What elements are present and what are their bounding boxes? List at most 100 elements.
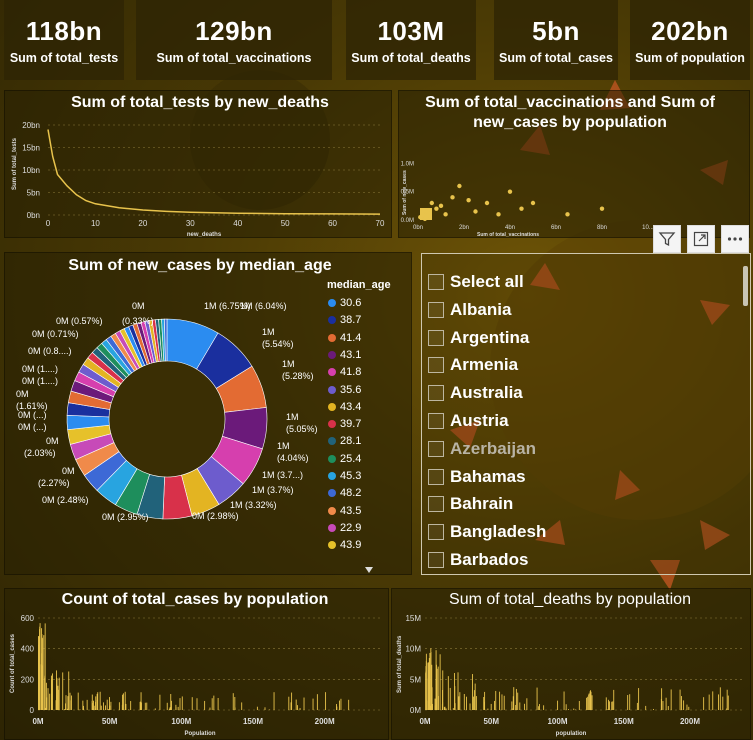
legend-item[interactable]: 43.5 <box>328 505 361 517</box>
bar <box>589 691 591 710</box>
slicer-item[interactable]: Australia <box>428 381 523 405</box>
legend-item[interactable]: 48.2 <box>328 487 361 499</box>
bar <box>629 694 631 710</box>
legend-item[interactable]: 43.9 <box>328 539 361 551</box>
legend-item[interactable]: 43.4 <box>328 401 361 413</box>
bar <box>49 693 51 710</box>
x-tick-label: 2bn <box>459 225 469 231</box>
line-chart-svg: Sum of total_tests 20bn 15bn 10bn 5bn 0bn 0 1… <box>12 121 385 238</box>
legend-item[interactable]: 45.3 <box>328 470 361 482</box>
checkbox[interactable] <box>428 385 444 402</box>
legend-item[interactable]: 41.8 <box>328 366 361 378</box>
slicer-item[interactable]: Austria <box>428 409 509 433</box>
y-tick-label: 0.0M <box>401 218 414 224</box>
x-tick-label: 4bn <box>505 225 515 231</box>
checkbox[interactable] <box>428 357 444 374</box>
legend-item[interactable]: 38.7 <box>328 314 361 326</box>
bar <box>457 672 459 710</box>
bar <box>66 708 68 710</box>
bar <box>539 704 540 710</box>
checkbox[interactable] <box>428 413 444 429</box>
vacc-cases-by-pop-chart[interactable] <box>398 90 750 238</box>
kpi-total-cases[interactable]: 5bn Sum of total_cases <box>494 0 618 80</box>
more-options-button[interactable] <box>721 225 749 253</box>
donut-data-label: 0M (2.48%) <box>42 495 89 505</box>
legend-item[interactable]: 25.4 <box>328 453 361 465</box>
kpi-population[interactable]: 202bn Sum of population <box>630 0 750 80</box>
legend-more-icon[interactable] <box>364 566 374 574</box>
bar <box>79 709 81 710</box>
slicer-item[interactable]: Bangladesh <box>428 520 546 544</box>
checkbox[interactable] <box>428 329 444 346</box>
cases-by-pop-chart[interactable] <box>4 588 389 740</box>
slicer-item[interactable]: Argentina <box>428 326 529 350</box>
legend-item[interactable]: 28.1 <box>328 435 361 447</box>
slicer-item[interactable]: Barbados <box>428 548 528 572</box>
chart-title-line1: Sum of total_vaccinations and Sum of <box>425 94 715 111</box>
y-axis-label: Sum of total_tests <box>12 137 18 190</box>
checkbox[interactable] <box>428 524 444 541</box>
checkbox[interactable] <box>428 552 444 568</box>
bar <box>290 702 292 710</box>
checkbox[interactable] <box>428 468 444 485</box>
slicer-item[interactable]: Bahamas <box>428 465 526 489</box>
donut-data-label: 0M (2.95%) <box>102 512 149 522</box>
bar <box>459 692 461 710</box>
legend-item[interactable]: 22.9 <box>328 522 361 534</box>
legend-item[interactable]: 41.4 <box>328 332 361 344</box>
legend-swatch <box>328 541 336 550</box>
checkbox[interactable] <box>428 274 444 290</box>
bar <box>458 696 460 710</box>
x-axis-label: population <box>556 731 587 737</box>
bar <box>241 702 243 710</box>
donut-data-label: 1M <box>286 412 299 422</box>
checkbox[interactable] <box>428 301 444 318</box>
bar <box>431 687 433 710</box>
slicer-item-label: Bahrain <box>450 494 514 514</box>
bar <box>636 702 638 710</box>
kpi-total-tests[interactable]: 118bn Sum of total_tests <box>4 0 124 80</box>
y-axis-label: Count of total_cases <box>10 633 16 693</box>
slicer-item[interactable]: Azerbaijan <box>428 437 536 461</box>
legend-label: 22.9 <box>340 521 362 534</box>
legend-swatch <box>328 299 336 307</box>
checkbox[interactable] <box>428 496 444 513</box>
cases-bar-chart-svg: Count of total_cases 600 400 200 0 0M 50M 100… <box>10 614 382 737</box>
bar <box>57 689 59 710</box>
donut-data-label: 0M <box>16 389 29 399</box>
legend-swatch <box>328 420 336 429</box>
bar <box>703 697 705 710</box>
y-tick-label: 10bn <box>22 166 40 175</box>
donut-data-label: 0M (0.57%) <box>56 316 103 326</box>
legend-item[interactable]: 30.6 <box>328 297 361 309</box>
country-slicer[interactable]: Select all Albania Argentina Armenia Austral… <box>421 253 751 575</box>
legend-swatch <box>328 402 336 411</box>
donut-data-label: (4.04%) <box>277 453 309 463</box>
bar <box>726 689 728 710</box>
legend-item[interactable]: 39.7 <box>328 418 361 430</box>
legend-item[interactable]: 43.1 <box>328 349 361 361</box>
checkbox[interactable] <box>428 440 444 457</box>
slicer-item[interactable]: Albania <box>428 298 511 322</box>
bar <box>124 691 126 710</box>
slicer-item[interactable]: Armenia <box>428 353 518 377</box>
bar <box>50 684 52 710</box>
deaths-by-pop-chart[interactable] <box>391 588 751 740</box>
bar <box>428 676 429 710</box>
bar <box>591 695 593 710</box>
focus-mode-button[interactable] <box>687 225 715 253</box>
legend-swatch <box>328 472 336 480</box>
bar <box>97 692 99 710</box>
kpi-total-vaccinations[interactable]: 129bn Sum of total_vaccinations <box>136 0 332 80</box>
y-tick-label: 5bn <box>27 189 40 198</box>
kpi-total-deaths[interactable]: 103M Sum of total_deaths <box>346 0 476 80</box>
slicer-select-all[interactable]: Select all <box>428 270 524 294</box>
legend-item[interactable]: 35.6 <box>328 384 361 396</box>
slicer-scrollbar[interactable] <box>743 266 748 306</box>
bar <box>196 698 198 710</box>
slicer-item[interactable]: Bahrain <box>428 492 513 516</box>
bar <box>140 692 142 710</box>
filter-button[interactable] <box>653 225 681 253</box>
bar <box>473 696 475 710</box>
bar <box>44 677 46 710</box>
